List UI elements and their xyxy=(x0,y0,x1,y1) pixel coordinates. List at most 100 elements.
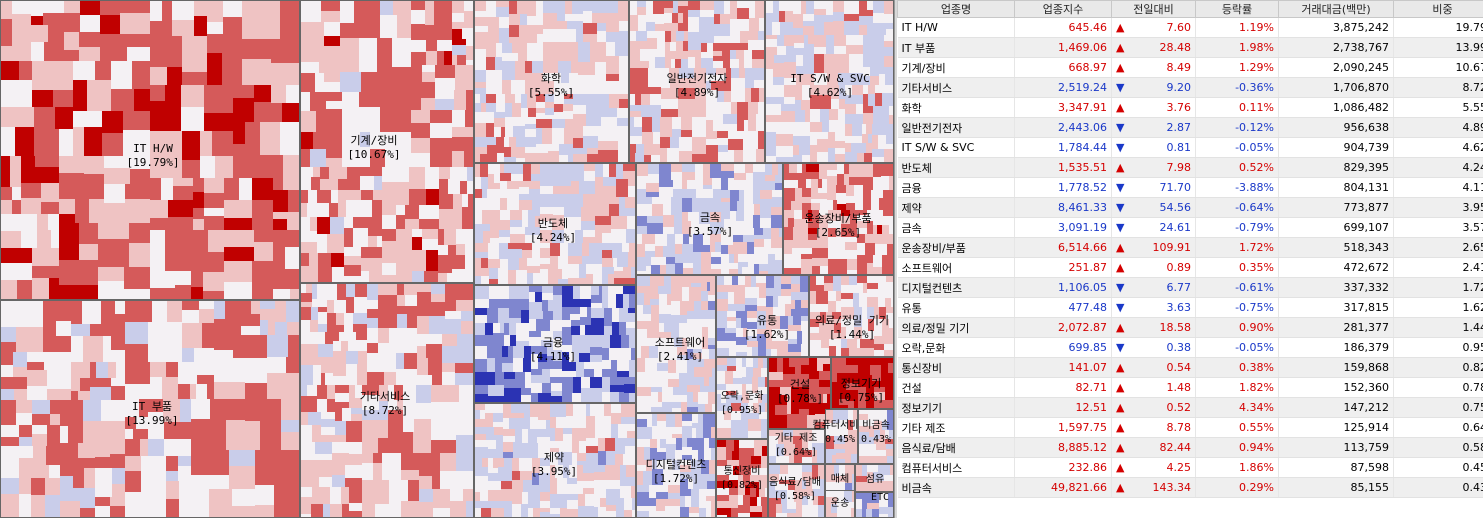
stock-tile[interactable] xyxy=(889,319,893,328)
stock-tile[interactable] xyxy=(318,344,333,357)
stock-tile[interactable] xyxy=(271,63,299,85)
stock-tile[interactable] xyxy=(671,172,682,180)
stock-tile[interactable] xyxy=(310,92,326,111)
stock-tile[interactable] xyxy=(301,1,321,10)
stock-tile[interactable] xyxy=(47,370,71,389)
stock-tile[interactable] xyxy=(342,504,349,517)
stock-tile[interactable] xyxy=(696,326,702,338)
stock-tile[interactable] xyxy=(886,282,893,289)
stock-tile[interactable] xyxy=(644,293,650,305)
stock-tile[interactable] xyxy=(150,230,165,256)
stock-tile[interactable] xyxy=(166,481,179,499)
stock-tile[interactable] xyxy=(148,439,164,456)
stock-tile[interactable] xyxy=(659,180,673,187)
stock-tile[interactable] xyxy=(717,328,725,341)
stock-tile[interactable] xyxy=(301,190,308,203)
stock-tile[interactable] xyxy=(225,301,241,319)
stock-tile[interactable] xyxy=(769,474,779,481)
stock-tile[interactable] xyxy=(853,410,857,420)
stock-tile[interactable] xyxy=(110,506,125,517)
stock-tile[interactable] xyxy=(738,475,743,485)
stock-tile[interactable] xyxy=(811,505,818,517)
stock-tile[interactable] xyxy=(882,410,887,421)
stock-tile[interactable] xyxy=(558,42,569,61)
stock-tile[interactable] xyxy=(335,385,349,393)
stock-tile[interactable] xyxy=(675,51,688,59)
stock-tile[interactable] xyxy=(748,254,754,267)
stock-tile[interactable] xyxy=(736,352,747,356)
stock-tile[interactable] xyxy=(711,264,721,269)
stock-tile[interactable] xyxy=(774,465,780,474)
stock-tile[interactable] xyxy=(847,339,851,348)
stock-tile[interactable] xyxy=(879,74,885,85)
stock-tile[interactable] xyxy=(758,31,764,40)
stock-tile[interactable] xyxy=(806,480,812,489)
stock-tile[interactable] xyxy=(738,485,745,495)
stock-tile[interactable] xyxy=(606,74,619,81)
stock-tile[interactable] xyxy=(799,145,810,155)
stock-tile[interactable] xyxy=(777,266,782,274)
stock-tile[interactable] xyxy=(419,489,433,502)
stock-tile[interactable] xyxy=(867,297,871,307)
stock-tile[interactable] xyxy=(445,293,456,311)
stock-tile[interactable] xyxy=(812,450,817,463)
stock-tile[interactable] xyxy=(826,497,837,504)
stock-tile[interactable] xyxy=(845,85,852,95)
stock-tile[interactable] xyxy=(577,453,586,461)
stock-tile[interactable] xyxy=(717,460,727,466)
stock-tile[interactable] xyxy=(810,323,819,327)
stock-tile[interactable] xyxy=(301,302,312,307)
stock-tile[interactable] xyxy=(581,221,595,230)
stock-tile[interactable] xyxy=(44,352,60,370)
stock-tile[interactable] xyxy=(832,390,840,399)
stock-tile[interactable] xyxy=(512,504,521,510)
stock-tile[interactable] xyxy=(799,403,809,409)
stock-tile[interactable] xyxy=(817,450,824,457)
stock-tile[interactable] xyxy=(462,28,473,39)
stock-tile[interactable] xyxy=(694,301,701,311)
stock-tile[interactable] xyxy=(566,441,572,452)
stock-tile[interactable] xyxy=(389,501,401,517)
stock-tile[interactable] xyxy=(396,205,405,215)
stock-tile[interactable] xyxy=(241,301,251,314)
stock-tile[interactable] xyxy=(397,400,403,410)
stock-tile[interactable] xyxy=(517,1,527,14)
stock-tile[interactable] xyxy=(111,336,125,350)
stock-tile[interactable] xyxy=(598,135,611,141)
stock-tile[interactable] xyxy=(553,339,562,346)
stock-tile[interactable] xyxy=(726,391,736,395)
stock-tile[interactable] xyxy=(480,94,486,103)
stock-tile[interactable] xyxy=(357,364,367,385)
stock-tile[interactable] xyxy=(95,479,112,497)
stock-tile[interactable] xyxy=(454,90,466,110)
stock-tile[interactable] xyxy=(601,117,617,126)
stock-tile[interactable] xyxy=(875,234,882,244)
stock-tile[interactable] xyxy=(417,316,429,334)
stock-tile[interactable] xyxy=(60,352,71,370)
stock-tile[interactable] xyxy=(562,335,572,345)
stock-tile[interactable] xyxy=(587,154,598,162)
stock-tile[interactable] xyxy=(717,501,729,508)
stock-tile[interactable] xyxy=(475,177,481,189)
stock-tile[interactable] xyxy=(525,235,540,243)
stock-tile[interactable] xyxy=(475,198,479,210)
stock-tile[interactable] xyxy=(554,175,571,186)
stock-tile[interactable] xyxy=(739,464,744,475)
stock-tile[interactable] xyxy=(519,187,529,194)
stock-tile[interactable] xyxy=(166,471,178,481)
stock-tile[interactable] xyxy=(630,83,641,94)
stock-tile[interactable] xyxy=(504,372,515,379)
stock-tile[interactable] xyxy=(857,263,867,274)
stock-tile[interactable] xyxy=(727,366,736,371)
stock-tile[interactable] xyxy=(516,331,529,341)
stock-tile[interactable] xyxy=(706,113,723,120)
stock-tile[interactable] xyxy=(548,144,559,151)
stock-tile[interactable] xyxy=(810,122,822,132)
stock-tile[interactable] xyxy=(852,483,854,494)
stock-tile[interactable] xyxy=(840,390,848,399)
stock-tile[interactable] xyxy=(794,35,804,43)
stock-tile[interactable] xyxy=(141,478,166,492)
stock-tile[interactable] xyxy=(644,257,651,266)
stock-tile[interactable] xyxy=(873,35,884,52)
stock-tile[interactable] xyxy=(191,287,203,299)
